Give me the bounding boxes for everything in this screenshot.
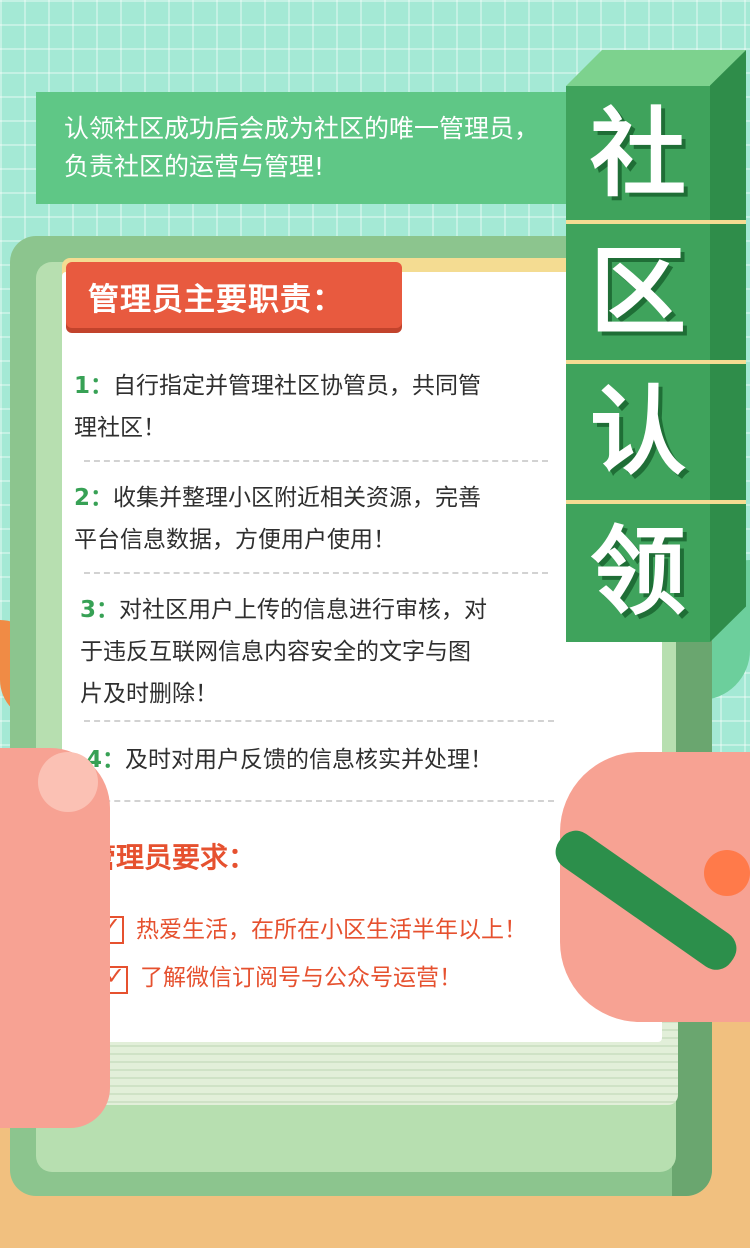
duty-text: 理社区！: [74, 415, 166, 441]
requirements-heading: 管理员要求：: [88, 841, 257, 874]
duty-item-4: 4：及时对用户反馈的信息核实并处理！: [86, 740, 493, 780]
pen-cap-icon: [704, 850, 750, 896]
duties-heading-badge: 管理员主要职责：: [66, 262, 402, 328]
intro-line-1: 认领社区成功后会成为社区的唯一管理员，: [64, 114, 540, 143]
duty-text: 收集并整理小区附近相关资源，完善: [113, 485, 482, 511]
title-char-4: 领: [590, 516, 686, 628]
title-char-3: 认: [590, 376, 686, 488]
left-thumb-illustration: [38, 752, 98, 812]
divider: [84, 800, 554, 802]
left-hand-illustration: [0, 748, 110, 1128]
divider: [84, 720, 554, 722]
duty-text: 片及时删除！: [80, 681, 218, 707]
duty-item-3-cont: 于违反互联网信息内容安全的文字与图: [80, 632, 471, 672]
duties-heading: 管理员主要职责：: [88, 282, 344, 318]
title-char-2: 区: [590, 236, 686, 348]
duty-text: 于违反互联网信息内容安全的文字与图: [80, 639, 471, 665]
duty-text: 自行指定并管理社区协管员，共同管: [113, 373, 482, 399]
duty-number: 2：: [74, 485, 114, 511]
duty-number: 3：: [80, 597, 120, 623]
title-divider: [566, 500, 746, 504]
title-divider: [566, 360, 746, 364]
requirement-item-1: 热爱生活，在所在小区生活半年以上！: [136, 917, 527, 943]
divider: [84, 460, 548, 462]
duty-item-2-cont: 平台信息数据，方便用户使用！: [74, 520, 396, 560]
duty-text: 对社区用户上传的信息进行审核，对: [119, 597, 488, 623]
divider: [84, 572, 548, 574]
requirement-item-2: 了解微信订阅号与公众号运营！: [140, 965, 462, 991]
title-char-1: 社: [590, 98, 686, 210]
duty-item-1-cont: 理社区！: [74, 408, 166, 448]
duty-text: 平台信息数据，方便用户使用！: [74, 527, 396, 553]
title-divider: [566, 220, 746, 224]
title-block: [566, 86, 710, 642]
duty-item-1: 1：自行指定并管理社区协管员，共同管: [74, 366, 481, 406]
duty-item-2: 2：收集并整理小区附近相关资源，完善: [74, 478, 481, 518]
intro-banner: 认领社区成功后会成为社区的唯一管理员， 负责社区的运营与管理!: [36, 92, 596, 204]
title-block-side-face: [710, 50, 746, 642]
duty-item-3-cont2: 片及时删除！: [80, 674, 218, 714]
duty-text: 及时对用户反馈的信息核实并处理！: [125, 747, 494, 773]
duty-item-3: 3：对社区用户上传的信息进行审核，对: [80, 590, 487, 630]
intro-line-2: 负责社区的运营与管理!: [64, 152, 325, 181]
duty-number: 1：: [74, 373, 114, 399]
